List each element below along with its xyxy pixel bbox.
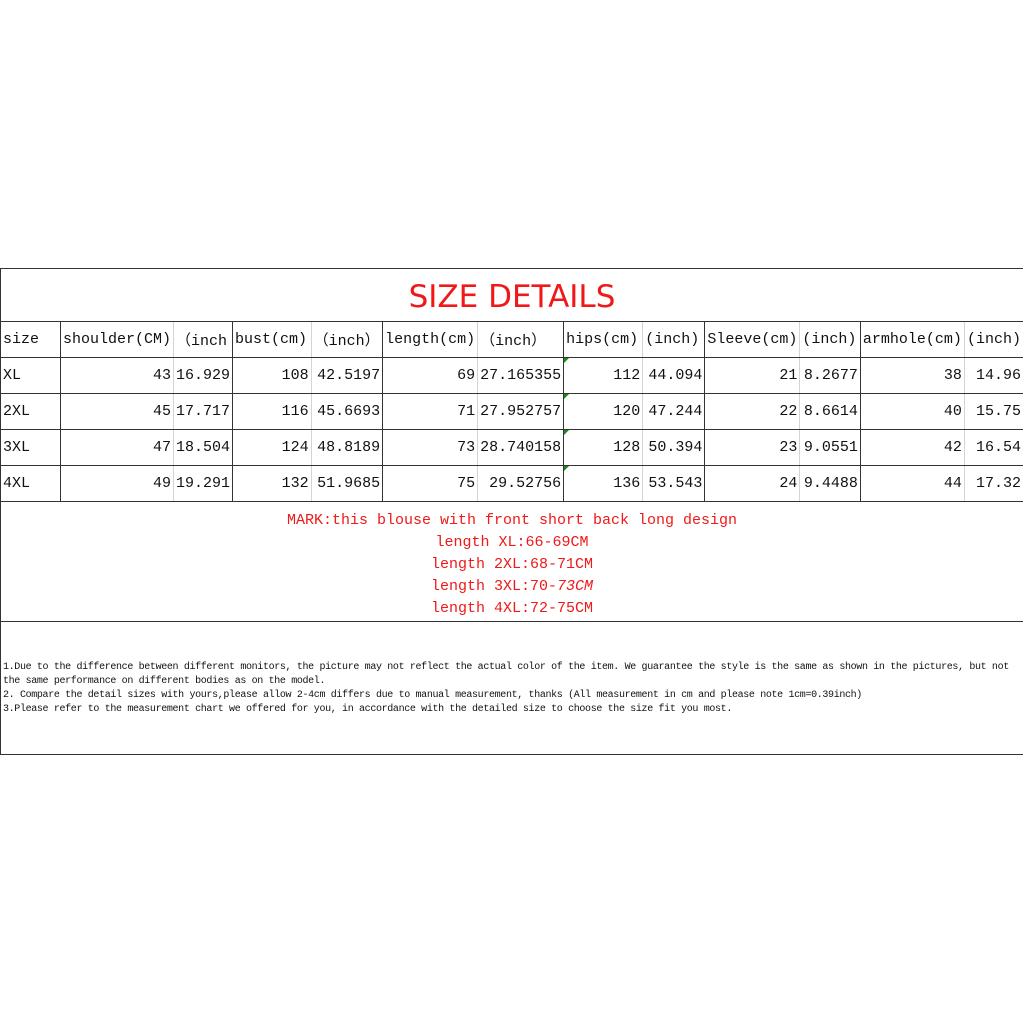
table-cell: 29.52756 (477, 465, 564, 502)
column-header: size (1, 321, 61, 358)
table-cell: 9.0551 (799, 429, 861, 466)
mark-line: length 4XL:72-75CM (430, 600, 594, 617)
table-cell: 112 (563, 357, 643, 394)
table-cell: 69 (382, 357, 478, 394)
table-cell: 44 (859, 465, 965, 502)
table-cell: 27.165355 (477, 357, 564, 394)
table-cell: 45 (59, 393, 174, 430)
column-header: armhole(cm) (859, 321, 965, 358)
table-cell: 136 (563, 465, 643, 502)
table-cell: 53.543 (642, 465, 705, 502)
table-cell: 75 (382, 465, 478, 502)
table-row: 4XL 49 19.291 132 51.9685 75 29.52756 136 53.543… (1, 465, 1023, 502)
table-header-row: size shoulder(CM) （inch bust(cm) （inch） lengt… (1, 321, 1023, 358)
table-cell: 38 (859, 357, 965, 394)
table-cell: 16.929 (172, 357, 233, 394)
table-cell: 108 (232, 357, 312, 394)
column-header: Sleeve(cm) (704, 321, 800, 358)
table-cell: 44.094 (642, 357, 705, 394)
note-item: 1.Due to the difference between differen… (3, 662, 1009, 687)
column-header: （inch (172, 321, 233, 358)
table-cell: 24 (704, 465, 800, 502)
table-cell: 132 (232, 465, 312, 502)
page-title: SIZE DETAILS (408, 279, 616, 315)
table-cell: 17.32 (963, 465, 1023, 502)
column-header: bust(cm) (232, 321, 312, 358)
size-cell: 4XL (1, 465, 61, 502)
column-header: (inch) (799, 321, 861, 358)
mark-line: length 2XL:68-71CM (430, 556, 594, 573)
table-cell: 18.504 (172, 429, 233, 466)
size-cell: XL (1, 357, 61, 394)
table-cell: 49 (59, 465, 174, 502)
note-item: 2. Compare the detail sizes with yours,p… (3, 690, 862, 701)
column-header: （inch） (310, 321, 383, 358)
table-row: 3XL 47 18.504 124 48.8189 73 28.740158 128 50.39… (1, 429, 1023, 466)
table-cell: 16.54 (963, 429, 1023, 466)
table-cell: 73 (382, 429, 478, 466)
size-cell: 2XL (1, 393, 61, 430)
notes: 1.Due to the difference between differen… (3, 661, 1023, 717)
table-cell: 43 (59, 357, 174, 394)
size-cell: 3XL (1, 429, 61, 466)
note-item: 3.Please refer to the measurement chart … (3, 704, 732, 715)
mark-line-part: 73CM (557, 578, 594, 595)
column-header: shoulder(CM) (59, 321, 174, 358)
table-cell: 8.2677 (799, 357, 861, 394)
table-cell: 47 (59, 429, 174, 466)
column-header: length(cm) (382, 321, 478, 358)
size-chart: SIZE DETAILS size shoulder(CM) （inch bust(c… (0, 268, 1023, 755)
mark-note: MARK:this blouse with front short back l… (1, 505, 1023, 622)
table-cell: 42.5197 (310, 357, 383, 394)
table-cell: 19.291 (172, 465, 233, 502)
table-cell: 71 (382, 393, 478, 430)
table-cell: 40 (859, 393, 965, 430)
table-cell: 21 (704, 357, 800, 394)
table-row: 2XL 45 17.717 116 45.6693 71 27.952757 120 47.24… (1, 393, 1023, 430)
table-cell: 47.244 (642, 393, 705, 430)
table-cell: 124 (232, 429, 312, 466)
table-cell: 17.717 (172, 393, 233, 430)
table-cell: 45.6693 (310, 393, 383, 430)
size-table: size shoulder(CM) （inch bust(cm) （inch） lengt… (1, 321, 1023, 502)
table-cell: 48.8189 (310, 429, 383, 466)
table-cell: 50.394 (642, 429, 705, 466)
mark-line: length XL:66-69CM (435, 534, 589, 551)
table-cell: 22 (704, 393, 800, 430)
table-cell: 28.740158 (477, 429, 564, 466)
mark-line-part: length 3XL:70- (430, 578, 557, 595)
mark-line: MARK:this blouse with front short back l… (286, 512, 738, 529)
table-cell: 27.952757 (477, 393, 564, 430)
table-cell: 120 (563, 393, 643, 430)
table-cell: 128 (563, 429, 643, 466)
table-row: XL 43 16.929 108 42.5197 69 27.165355 112 44.094… (1, 357, 1023, 394)
table-cell: 51.9685 (310, 465, 383, 502)
table-cell: 23 (704, 429, 800, 466)
column-header: (inch) (963, 321, 1023, 358)
table-cell: 14.96 (963, 357, 1023, 394)
table-cell: 9.4488 (799, 465, 861, 502)
column-header: （inch） (477, 321, 564, 358)
table-cell: 15.75 (963, 393, 1023, 430)
table-cell: 116 (232, 393, 312, 430)
column-header: hips(cm) (563, 321, 643, 358)
table-cell: 42 (859, 429, 965, 466)
mark-line: length 3XL:70-73CM (1, 576, 1023, 598)
column-header: (inch) (642, 321, 705, 358)
table-cell: 8.6614 (799, 393, 861, 430)
